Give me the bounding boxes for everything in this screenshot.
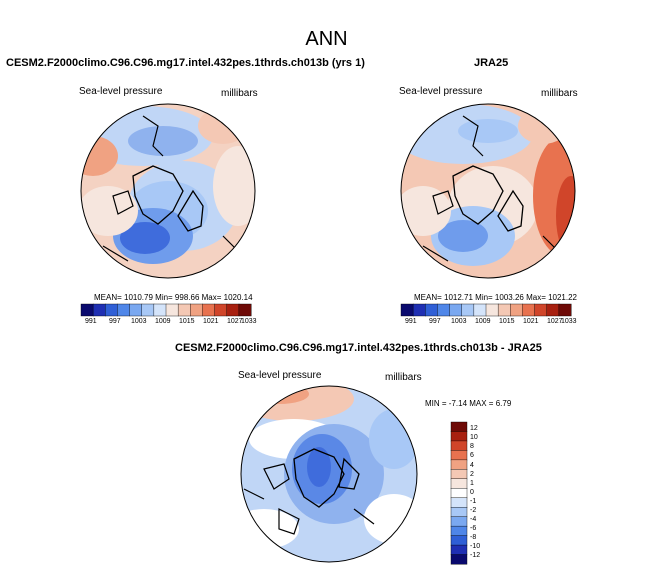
panel-1-tick: 1003 [131, 318, 147, 325]
colorbar-swatch [80, 303, 94, 317]
diff-colorbar [450, 421, 468, 565]
panel-2-tick: 1021 [523, 318, 539, 325]
panel-2-heading: JRA25 [474, 57, 509, 69]
colorbar-swatch [534, 303, 548, 317]
colorbar-swatch [400, 303, 414, 317]
panel-2-tick: 1015 [499, 318, 515, 325]
diff-tick: -2 [470, 507, 477, 514]
colorbar-swatch [461, 303, 475, 317]
diff-tick: -1 [470, 498, 477, 505]
panel-1-variable: Sea-level pressure [79, 86, 163, 97]
colorbar-swatch [450, 478, 468, 489]
colorbar-swatch [450, 516, 468, 527]
colorbar-swatch [473, 303, 487, 317]
panel-2-tick: 997 [429, 318, 441, 325]
colorbar-swatch [425, 303, 438, 317]
colorbar-swatch [510, 303, 523, 317]
panel-2-colorbar [400, 303, 572, 317]
panel-2-colorbar-ticks: 991 997 1003 1009 1015 1021 1027 1033 [401, 318, 577, 328]
panel-2-tick: 1009 [475, 318, 491, 325]
panel-2-stats: MEAN= 1012.71 Min= 1003.26 Max= 1021.22 [414, 293, 577, 302]
colorbar-swatch [129, 303, 143, 317]
diff-tick: -10 [470, 543, 481, 550]
colorbar-swatch [450, 488, 468, 499]
colorbar-swatch [449, 303, 463, 317]
diff-tick: 0 [470, 489, 474, 496]
panel-2-units: millibars [541, 88, 578, 99]
colorbar-swatch [214, 303, 228, 317]
panel-1-map [80, 103, 256, 279]
panel-2-map [400, 103, 576, 279]
colorbar-swatch [558, 303, 572, 317]
diff-tick: 4 [470, 462, 474, 469]
diff-tick: -4 [470, 516, 477, 523]
diff-tick: 1 [470, 480, 474, 487]
colorbar-swatch [238, 303, 252, 317]
colorbar-swatch [202, 303, 216, 317]
diff-tick: 8 [470, 443, 474, 450]
diff-heading: CESM2.F2000climo.C96.C96.mg17.intel.432p… [175, 342, 542, 354]
colorbar-swatch [485, 303, 499, 317]
panel-1-tick: 1033 [241, 318, 257, 325]
diff-map [240, 385, 418, 563]
panel-1-tick: 1021 [203, 318, 219, 325]
panel-1-colorbar-ticks: 991 997 1003 1009 1015 1021 1027 1033 [81, 318, 257, 328]
colorbar-swatch [190, 303, 203, 317]
diff-colorbar-ticks: 12 10 8 6 4 2 1 0 -1 -2 -4 -6 -8 -10 -12 [470, 422, 500, 564]
panel-1-units: millibars [221, 88, 258, 99]
colorbar-swatch [450, 544, 468, 556]
panel-1-stats: MEAN= 1010.79 Min= 998.66 Max= 1020.14 [94, 293, 253, 302]
diff-stats: MIN = -7.14 MAX = 6.79 [425, 399, 512, 408]
diff-tick: -12 [470, 552, 481, 559]
diff-tick: 6 [470, 452, 474, 459]
colorbar-swatch [450, 440, 468, 451]
colorbar-swatch [153, 303, 167, 317]
colorbar-swatch [450, 535, 468, 546]
diff-tick: 10 [470, 434, 478, 441]
diff-tick: -6 [470, 525, 477, 532]
panel-2-tick: 1003 [451, 318, 467, 325]
colorbar-swatch [450, 497, 468, 508]
colorbar-swatch [450, 459, 468, 470]
colorbar-swatch [522, 303, 536, 317]
diff-tick: 2 [470, 471, 474, 478]
colorbar-swatch [450, 554, 468, 565]
diff-units: millibars [385, 372, 422, 383]
panel-1-tick: 997 [109, 318, 121, 325]
colorbar-swatch [226, 303, 240, 317]
colorbar-swatch [546, 303, 560, 317]
colorbar-swatch [92, 303, 106, 317]
panel-1-tick: 1009 [155, 318, 171, 325]
colorbar-swatch [141, 303, 155, 317]
panel-2-variable: Sea-level pressure [399, 86, 483, 97]
panel-2-tick: 1033 [561, 318, 577, 325]
colorbar-swatch [450, 431, 468, 442]
colorbar-swatch [437, 303, 451, 317]
panel-1-colorbar [80, 303, 252, 317]
diff-tick: -8 [470, 534, 477, 541]
colorbar-swatch [450, 506, 468, 518]
colorbar-swatch [450, 469, 468, 480]
colorbar-swatch [105, 303, 118, 317]
panel-2-tick: 1027 [547, 318, 563, 325]
colorbar-swatch [450, 421, 468, 432]
colorbar-swatch [450, 525, 468, 537]
colorbar-swatch [450, 450, 468, 461]
diff-tick: 12 [470, 425, 478, 432]
colorbar-swatch [412, 303, 426, 317]
panel-1-tick: 1027 [227, 318, 243, 325]
panel-1-tick: 1015 [179, 318, 195, 325]
panel-2-tick: 991 [405, 318, 417, 325]
colorbar-swatch [117, 303, 131, 317]
figure-title: ANN [305, 28, 348, 50]
colorbar-swatch [177, 303, 191, 317]
colorbar-swatch [497, 303, 511, 317]
diff-variable: Sea-level pressure [238, 370, 322, 381]
panel-1-heading: CESM2.F2000climo.C96.C96.mg17.intel.432p… [6, 57, 365, 69]
colorbar-swatch [165, 303, 179, 317]
panel-1-tick: 991 [85, 318, 97, 325]
